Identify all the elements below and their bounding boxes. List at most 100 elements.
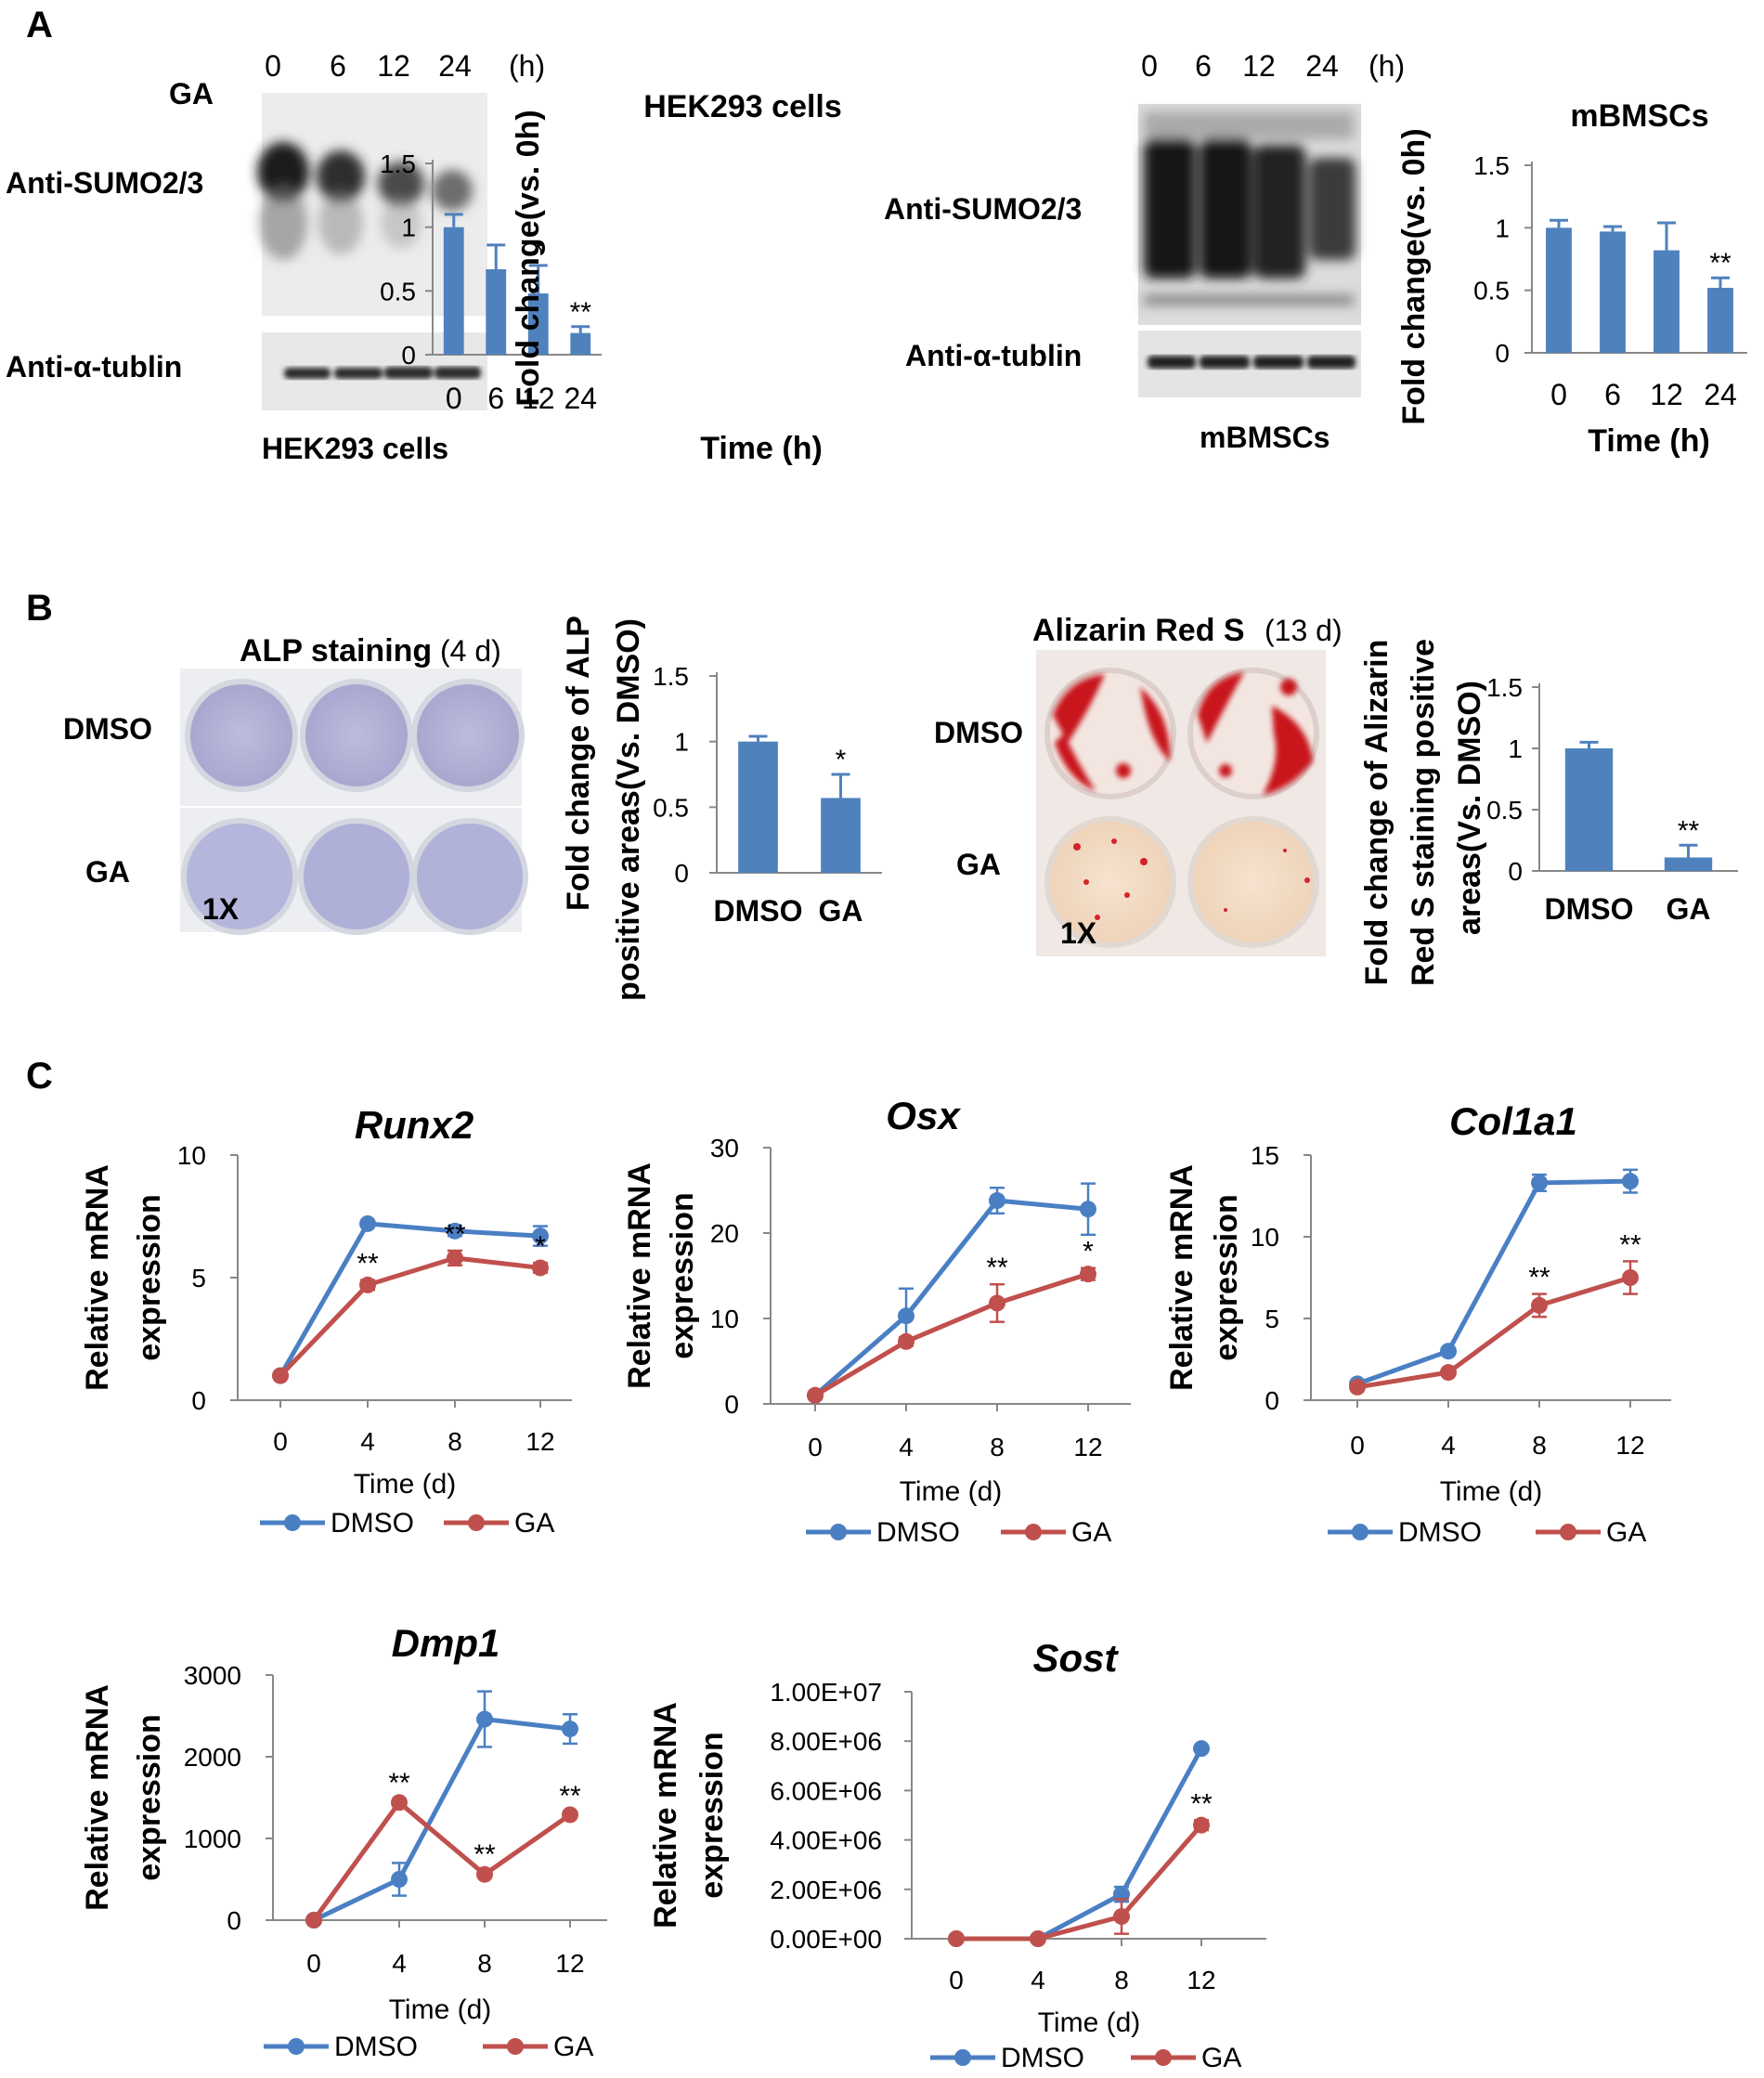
x-axis-label: Time (d) bbox=[1440, 1476, 1543, 1507]
x-tick-label: 4 bbox=[1441, 1431, 1456, 1460]
y-axis-label: Red S staining positive bbox=[1406, 639, 1441, 986]
point-ga bbox=[476, 1865, 493, 1883]
y-tick-label: 1.00E+07 bbox=[770, 1678, 882, 1707]
ars-title: Alizarin Red S bbox=[1032, 613, 1245, 648]
y-tick-label: 2000 bbox=[184, 1743, 241, 1772]
hek-blot-label-sumo: Anti-SUMO2/3 bbox=[6, 166, 203, 200]
x-tick-label: 12 bbox=[1073, 1433, 1102, 1461]
point-ga bbox=[1113, 1908, 1130, 1926]
y-tick-label: 15 bbox=[1251, 1141, 1279, 1170]
mb-blot-time-24: 24 bbox=[1305, 49, 1339, 83]
series-line-dmso bbox=[278, 1221, 541, 1377]
series-line-dmso bbox=[956, 1747, 1204, 1942]
y-axis-label: expression bbox=[1209, 1194, 1244, 1361]
category-label: GA bbox=[819, 894, 863, 928]
y-tick-label: 1 bbox=[401, 214, 416, 242]
legend-label-ga: GA bbox=[1606, 1517, 1646, 1548]
y-axis-label: positive areas(Vs. DMSO) bbox=[611, 618, 646, 1001]
x-tick-label: 0 bbox=[1350, 1431, 1365, 1460]
significance-mark: ** bbox=[1619, 1229, 1641, 1260]
x-axis-label: Time (d) bbox=[354, 1469, 457, 1500]
y-tick-label: 0 bbox=[1265, 1386, 1279, 1415]
y-tick-label: 0.5 bbox=[1473, 277, 1510, 305]
y-tick-label: 20 bbox=[710, 1219, 739, 1248]
point-ga bbox=[1440, 1364, 1457, 1382]
significance-mark: ** bbox=[1709, 248, 1732, 279]
category-label: DMSO bbox=[714, 894, 803, 928]
point-ga bbox=[447, 1249, 463, 1266]
significance-mark: * bbox=[533, 236, 544, 266]
y-axis-label: Relative mRNA bbox=[622, 1162, 657, 1389]
x-axis-label: Time (d) bbox=[389, 1994, 492, 2025]
y-tick-label: 5 bbox=[191, 1264, 206, 1292]
x-tick-label: 4 bbox=[360, 1427, 375, 1456]
y-axis-label: areas(Vs. DMSO) bbox=[1452, 681, 1487, 935]
category-label: DMSO bbox=[1545, 892, 1634, 926]
point-ga bbox=[898, 1332, 914, 1350]
y-axis-label: expression bbox=[665, 1192, 700, 1359]
series-line-ga bbox=[279, 1255, 541, 1378]
significance-mark: * bbox=[535, 1231, 546, 1262]
chart-dmp1: 0 1000 2000 3000 0 4 8 12 ** ** ** Dmp1 Time (d) Rela… bbox=[80, 1621, 607, 2062]
point-ga bbox=[807, 1386, 824, 1404]
alp-well-ga-2 bbox=[298, 818, 415, 935]
x-tick-label: 12 bbox=[1615, 1431, 1644, 1460]
chart-alizarin: 0 0.5 1 1.5 DMSO GA ** Fold change of Alizarin R… bbox=[1359, 639, 1738, 986]
legend-label-dmso: DMSO bbox=[1001, 2043, 1084, 2073]
y-tick-label: 1000 bbox=[184, 1825, 241, 1853]
alp-well-ga-1 bbox=[181, 818, 298, 935]
significance-mark: ** bbox=[388, 1768, 410, 1799]
series-line-dmso bbox=[312, 1716, 571, 1923]
y-axis-label: expression bbox=[694, 1732, 730, 1899]
y-axis-label: Relative mRNA bbox=[80, 1684, 115, 1911]
significance-mark: ** bbox=[444, 1219, 466, 1250]
y-axis-label: Relative mRNA bbox=[1164, 1164, 1200, 1391]
panel-letter-c: C bbox=[26, 1056, 53, 1097]
mb-blot: 0 6 12 24 (h) Anti-SUMO2/3 Anti-α-tublin… bbox=[884, 49, 1405, 454]
series-line-ga bbox=[956, 1823, 1203, 1942]
point-ga bbox=[391, 1794, 408, 1812]
y-axis-label: Fold change of Alizarin bbox=[1359, 640, 1394, 986]
hek-blot-caption: HEK293 cells bbox=[262, 432, 448, 465]
point-ga bbox=[272, 1367, 289, 1384]
panel-letter-a: A bbox=[26, 5, 53, 45]
point-ga bbox=[532, 1259, 549, 1277]
point-dmso bbox=[1622, 1173, 1639, 1190]
legend-marker bbox=[1560, 1524, 1576, 1540]
bar-24 bbox=[1707, 287, 1733, 353]
x-tick-label: 4 bbox=[1031, 1966, 1045, 1994]
point-dmso bbox=[532, 1227, 549, 1245]
significance-mark: ** bbox=[986, 1253, 1008, 1283]
bar-0 bbox=[1546, 227, 1572, 353]
series-line-ga bbox=[813, 1271, 1089, 1397]
y-tick-label: 0 bbox=[401, 341, 416, 370]
bar-24 bbox=[570, 332, 591, 355]
point-ga bbox=[1349, 1378, 1366, 1396]
point-ga bbox=[359, 1276, 376, 1293]
mb-blot-time-12: 12 bbox=[1242, 49, 1276, 83]
chart-col1a1: 0 5 10 15 0 4 8 12 ** ** Col1a1 Time (d) Relative mR… bbox=[1164, 1099, 1671, 1548]
x-tick-label: 12 bbox=[1187, 1966, 1215, 1994]
bar-DMSO bbox=[1564, 748, 1614, 871]
y-tick-label: 10 bbox=[177, 1141, 206, 1170]
x-tick-label: 0 bbox=[273, 1427, 288, 1456]
y-axis-label: Fold change(vs. 0h) bbox=[1396, 128, 1432, 424]
point-dmso bbox=[1531, 1174, 1548, 1191]
x-tick-label: 8 bbox=[1114, 1966, 1129, 1994]
legend-label-ga: GA bbox=[1201, 2043, 1241, 2073]
significance-mark: ** bbox=[1190, 1788, 1213, 1819]
y-tick-label: 8.00E+06 bbox=[770, 1727, 882, 1756]
legend-label-dmso: DMSO bbox=[331, 1508, 414, 1539]
legend-marker bbox=[468, 1514, 485, 1531]
x-tick-label: 0 bbox=[949, 1966, 964, 1994]
point-ga bbox=[1080, 1266, 1096, 1283]
y-tick-label: 1.5 bbox=[1486, 673, 1523, 702]
y-tick-label: 0 bbox=[191, 1386, 206, 1415]
x-axis-label: Time (d) bbox=[900, 1476, 1003, 1507]
mb-blot-time-unit: (h) bbox=[1368, 49, 1405, 83]
point-ga bbox=[305, 1912, 322, 1929]
category-label: 12 bbox=[1650, 378, 1683, 411]
